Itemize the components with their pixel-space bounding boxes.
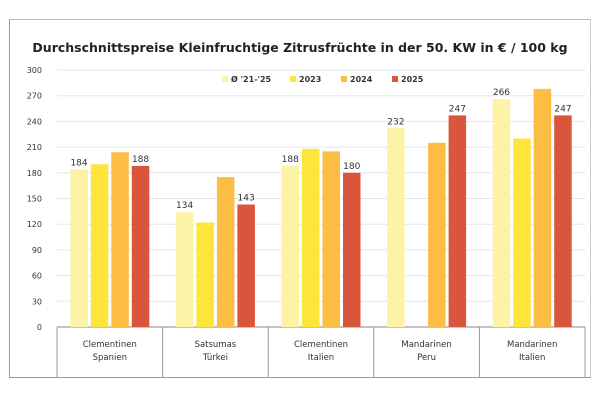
data-label: 188 [282,155,299,165]
legend-swatch [392,76,398,82]
data-label: 247 [554,104,571,114]
legend-swatch [341,76,347,82]
bar-1 [281,165,299,327]
category-label: Mandarinen [401,340,451,350]
bar-4 [343,172,361,327]
data-label: 266 [493,88,510,98]
category-label: Italien [308,353,334,363]
chart-title: Durchschnittspreise Kleinfruchtige Zitru… [32,40,568,55]
category-label: Mandarinen [507,340,557,350]
chart-frame [9,19,591,378]
bar-3 [533,88,552,327]
bar-4 [237,204,255,327]
category-label: Türkei [202,353,228,363]
data-label: 247 [449,104,466,114]
bar-4 [554,115,572,327]
bar-3 [111,152,129,327]
legend-label: Ø '21-'25 [231,74,272,84]
bar-1 [492,99,511,327]
data-label: 188 [132,155,149,165]
data-label: 180 [343,162,360,172]
bar-1 [387,128,405,327]
bar-3 [216,177,235,327]
y-tick-label: 180 [27,169,42,178]
category-label: Clementinen [83,340,137,350]
bar-3 [428,142,446,327]
category-label: Spanien [93,353,127,363]
legend-swatch [290,76,296,82]
y-tick-label: 90 [32,246,42,255]
category-label: Satsumas [195,340,237,350]
legend-swatch [222,76,228,82]
y-tick-label: 210 [27,143,42,152]
y-tick-label: 30 [32,297,42,306]
bar-2 [90,164,109,327]
y-tick-label: 150 [27,195,42,204]
y-tick-label: 240 [27,117,42,126]
y-tick-label: 120 [27,220,42,229]
data-label: 134 [176,201,193,211]
y-tick-label: 0 [37,323,42,332]
data-label: 184 [70,158,87,168]
category-label: Peru [417,353,436,363]
data-label: 143 [238,193,255,203]
bar-2 [196,222,214,327]
bar-1 [70,169,88,327]
bar-4 [448,115,467,327]
y-tick-label: 270 [27,92,42,101]
category-label: Italien [519,353,545,363]
y-tick-label: 60 [32,272,42,281]
legend-label: 2024 [350,75,373,84]
y-tick-label: 300 [27,66,42,75]
bar-4 [131,165,150,327]
legend-label: 2025 [401,75,424,84]
bar-1 [175,212,194,327]
legend-label: 2023 [299,75,321,84]
category-label: Clementinen [294,340,348,350]
data-label: 232 [387,117,404,127]
bar-2 [513,138,531,327]
bar-2 [302,148,320,327]
bar-3 [322,151,340,327]
